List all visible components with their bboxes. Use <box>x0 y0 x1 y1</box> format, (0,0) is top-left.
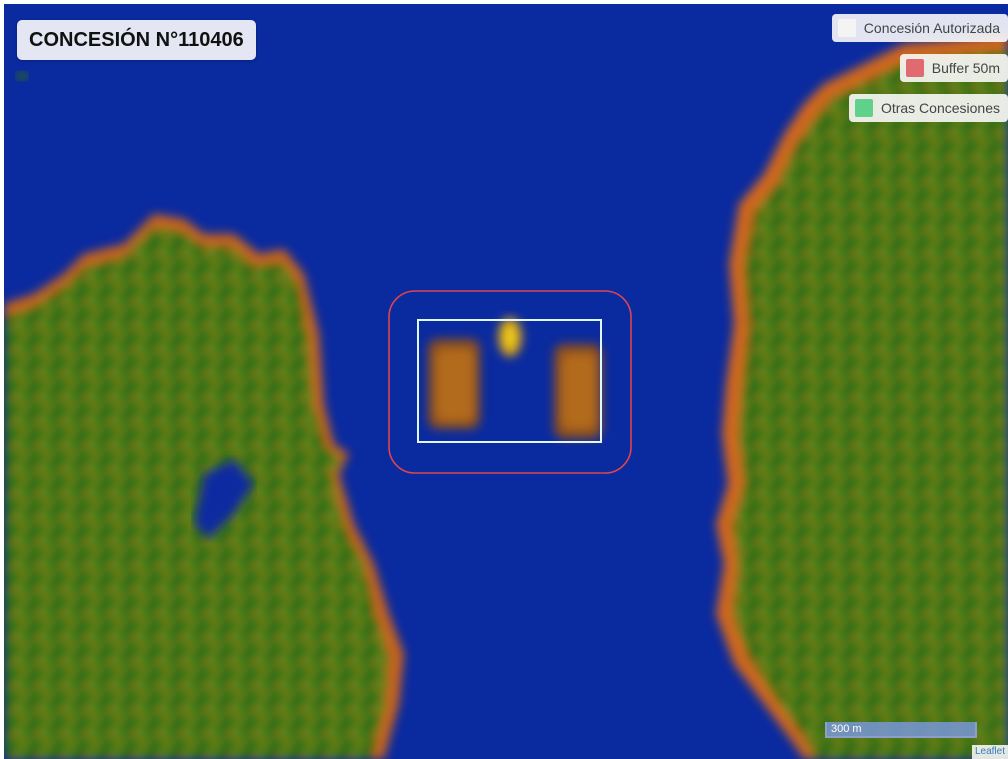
legend-buffer-50m: Buffer 50m <box>899 54 1008 82</box>
legend-swatch-icon <box>905 59 924 77</box>
legend-swatch-icon <box>837 19 856 37</box>
legend-otras-concesiones: Otras Concesiones <box>848 94 1008 122</box>
islet <box>16 71 28 81</box>
concession-title: CONCESIÓN N°110406 <box>17 20 256 60</box>
right-landmass <box>716 34 1008 759</box>
legend-label: Buffer 50m <box>931 60 1000 76</box>
center-islets <box>428 317 602 439</box>
legend-swatch-icon <box>854 99 873 117</box>
left-inlet <box>194 459 254 539</box>
legend-concesion-autorizada: Concesión Autorizada <box>831 14 1008 42</box>
map-tiles <box>4 4 1008 759</box>
legend-label: Concesión Autorizada <box>863 20 1000 36</box>
buffer-50m-outline <box>388 290 632 474</box>
concession-outline <box>417 319 602 443</box>
scale-bar: 300 m <box>825 722 977 738</box>
leaflet-attribution-link[interactable]: Leaflet <box>971 745 1008 759</box>
legend-label: Otras Concesiones <box>880 100 1000 116</box>
map-viewport[interactable]: CONCESIÓN N°110406 Concesión Autorizada … <box>4 4 1008 759</box>
